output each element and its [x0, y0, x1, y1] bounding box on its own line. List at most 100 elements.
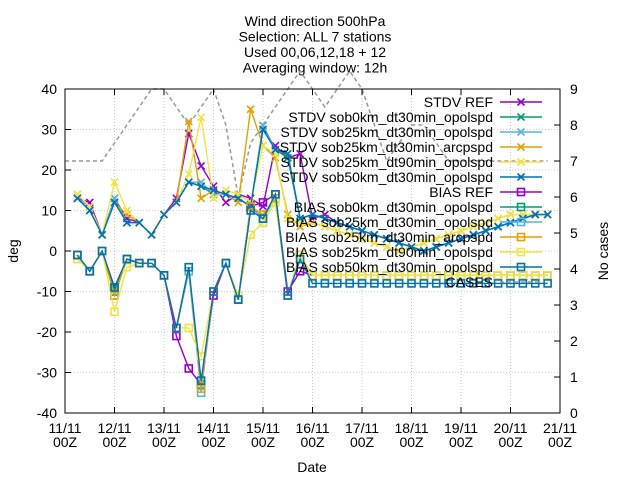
- data-point: [221, 198, 230, 207]
- data-point: [332, 270, 342, 280]
- y2-tick-label: 3: [570, 297, 578, 313]
- legend-label: BIAS sob0km_dt30min_opolspd: [294, 199, 493, 215]
- data-point: [209, 186, 218, 195]
- data-point: [221, 258, 231, 268]
- data-point: [382, 279, 392, 288]
- data-point: [370, 238, 379, 247]
- x-axis-label: Date: [297, 459, 327, 475]
- data-point: [333, 218, 342, 227]
- data-point: [209, 287, 218, 296]
- legend-label: STDV sob50km_dt30min_opolspd: [281, 169, 493, 185]
- title-line: Selection: ALL 7 stations: [239, 29, 392, 45]
- data-point: [543, 210, 552, 219]
- y2-tick-label: 2: [570, 333, 578, 349]
- data-point: [345, 270, 354, 280]
- data-point: [308, 210, 317, 219]
- data-point: [419, 279, 429, 288]
- data-point: [493, 279, 503, 288]
- data-point: [271, 190, 280, 199]
- data-point: [493, 270, 503, 280]
- data-point: [135, 218, 144, 227]
- data-point: [456, 226, 466, 235]
- data-point: [516, 232, 526, 242]
- data-point: [481, 270, 491, 280]
- x-tick-label: 00Z: [102, 434, 127, 450]
- x-tick-label: 00Z: [449, 434, 474, 450]
- data-point: [357, 226, 367, 235]
- data-point: [197, 194, 206, 203]
- data-point: [184, 364, 194, 373]
- x-tick-label: 14/11: [197, 420, 231, 436]
- legend-label: STDV sob25km_dt30min_opolspd: [281, 124, 493, 140]
- data-point: [246, 206, 255, 215]
- data-point: [516, 112, 526, 122]
- data-point: [197, 113, 206, 122]
- data-point: [469, 270, 478, 280]
- data-point: [197, 161, 206, 171]
- x-tick-label: 00Z: [399, 434, 424, 450]
- data-point: [296, 149, 305, 158]
- data-point: [444, 230, 453, 239]
- data-point: [184, 117, 193, 126]
- title-line: Averaging window: 12h: [243, 60, 388, 76]
- legend-label: BIAS sob25km_dt30min_arcpspd: [285, 229, 493, 245]
- data-point: [481, 218, 490, 227]
- series-line: [73, 190, 552, 385]
- data-point: [85, 266, 95, 276]
- data-point: [395, 246, 404, 256]
- data-point: [395, 238, 404, 247]
- data-point: [357, 270, 367, 280]
- data-point: [196, 376, 206, 385]
- data-point: [283, 214, 292, 223]
- data-point: [73, 194, 82, 203]
- x-tick-label: 00Z: [350, 434, 375, 450]
- data-point: [233, 295, 243, 304]
- data-point: [494, 222, 503, 231]
- data-point: [234, 194, 243, 203]
- data-point: [85, 206, 94, 215]
- data-point: [516, 127, 526, 137]
- legend-label: STDV sob0km_dt30min_opolspd: [288, 109, 493, 125]
- series-line: [73, 113, 552, 256]
- data-point: [444, 270, 453, 280]
- legend-label: STDV sob25km_dt30min_arcpspd: [280, 139, 493, 155]
- data-point: [345, 230, 354, 239]
- x-tick-label: 00Z: [201, 434, 226, 450]
- data-point: [432, 242, 441, 252]
- data-point: [516, 187, 526, 197]
- data-point: [357, 279, 367, 288]
- data-point: [543, 279, 552, 288]
- y-tick-label: 30: [41, 122, 57, 138]
- data-point: [469, 230, 478, 239]
- y2-tick-label: 0: [570, 405, 578, 421]
- data-point: [221, 190, 230, 199]
- data-point: [543, 270, 552, 280]
- y-tick-label: -30: [37, 365, 57, 381]
- data-point: [209, 194, 218, 203]
- data-point: [246, 105, 255, 114]
- data-point: [110, 198, 119, 207]
- y-tick-label: 10: [41, 203, 57, 219]
- data-point: [382, 234, 391, 243]
- data-point: [394, 270, 404, 280]
- data-point: [516, 142, 526, 152]
- y-tick-label: 0: [49, 243, 57, 259]
- x-tick-label: 19/11: [444, 420, 478, 436]
- data-point: [308, 218, 317, 227]
- legend-label: CASES: [446, 274, 493, 290]
- data-point: [516, 202, 526, 212]
- title-line: Wind direction 500hPa: [245, 13, 386, 29]
- y2-tick-label: 8: [570, 117, 578, 133]
- data-point: [382, 242, 391, 252]
- data-point: [516, 247, 526, 257]
- x-tick-label: 17/11: [345, 420, 379, 436]
- legend-label: STDV sob25km_dt90min_opolspd: [281, 154, 493, 170]
- data-point: [196, 384, 206, 394]
- data-point: [332, 279, 342, 288]
- x-tick-label: 00Z: [152, 434, 177, 450]
- data-point: [407, 279, 416, 288]
- y2-tick-label: 1: [570, 369, 578, 385]
